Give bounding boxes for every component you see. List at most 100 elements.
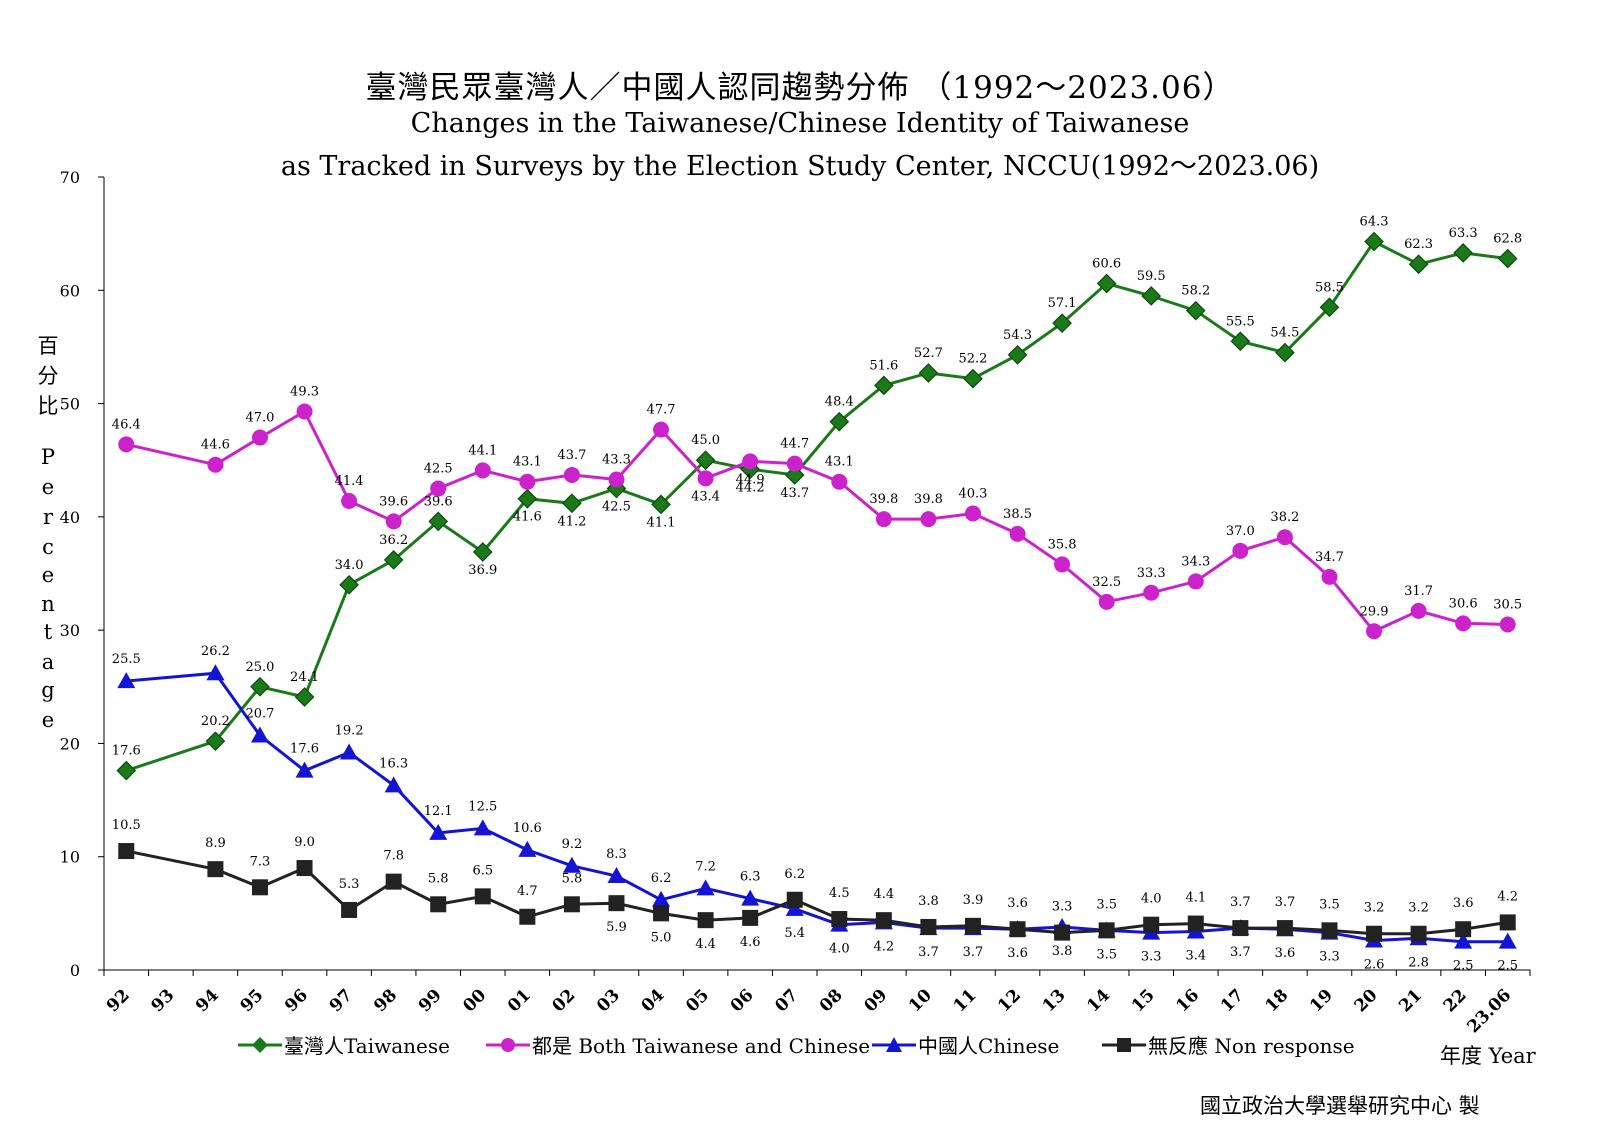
data-point — [339, 574, 359, 595]
data-label: 4.7 — [517, 884, 538, 899]
data-label: 3.6 — [1453, 896, 1474, 911]
x-tick-label: 94 — [192, 985, 223, 1016]
data-label: 54.3 — [1003, 328, 1032, 343]
data-point — [473, 819, 492, 836]
y-tick-label: 20 — [60, 734, 80, 753]
x-axis-title: 年度 Year — [1440, 1044, 1536, 1068]
data-point — [1187, 573, 1204, 590]
data-point — [1187, 915, 1204, 932]
data-point — [428, 511, 449, 532]
data-label: 6.2 — [784, 867, 805, 882]
data-label: 12.5 — [468, 799, 497, 814]
data-label: 9.0 — [294, 835, 315, 850]
data-label: 3.4 — [1185, 948, 1206, 963]
data-label: 42.5 — [602, 500, 631, 515]
x-tick-label: 96 — [281, 985, 312, 1016]
data-point — [1366, 623, 1383, 640]
data-point — [653, 905, 670, 922]
data-label: 38.5 — [1003, 507, 1032, 522]
data-point — [1455, 615, 1472, 632]
data-label: 3.7 — [1275, 895, 1296, 910]
data-point — [1453, 243, 1474, 263]
x-tick-label: 97 — [326, 985, 357, 1016]
data-point — [1408, 254, 1429, 275]
data-point — [1232, 542, 1249, 559]
data-point — [1054, 556, 1071, 573]
data-label: 30.5 — [1493, 597, 1522, 612]
data-label: 2.5 — [1453, 959, 1474, 974]
x-tick-label: 10 — [905, 985, 936, 1016]
data-label: 43.1 — [825, 455, 854, 470]
data-label: 47.0 — [245, 411, 274, 426]
y-axis-label-char: r — [42, 505, 54, 529]
data-point — [873, 375, 894, 396]
data-label: 54.5 — [1270, 326, 1299, 341]
series-line — [125, 409, 1508, 634]
x-tick-label: 13 — [1039, 985, 1070, 1016]
data-label: 39.8 — [914, 492, 943, 507]
data-point — [430, 480, 447, 497]
data-point — [207, 861, 224, 878]
data-label: 39.8 — [869, 492, 898, 507]
x-tick-label: 22 — [1440, 985, 1471, 1016]
data-label: 6.2 — [651, 871, 672, 886]
data-label: 3.6 — [1007, 946, 1028, 961]
x-tick-label: 14 — [1083, 985, 1114, 1016]
data-point — [964, 917, 981, 934]
data-point — [784, 465, 805, 485]
data-label: 52.7 — [914, 346, 943, 361]
data-point — [1455, 921, 1472, 938]
data-point — [1007, 345, 1028, 365]
data-label: 9.2 — [562, 837, 583, 852]
legend-swatch — [872, 1036, 916, 1052]
data-label: 7.3 — [250, 854, 271, 869]
data-point — [608, 895, 625, 912]
data-point — [1096, 273, 1117, 294]
chart-title-english-line2: as Tracked in Surveys by the Election St… — [280, 151, 1320, 182]
y-tick-label: 10 — [60, 848, 80, 867]
data-point — [875, 912, 892, 929]
data-label: 51.6 — [869, 358, 898, 373]
data-point — [116, 760, 137, 781]
data-point — [1276, 920, 1293, 937]
data-point — [1410, 602, 1427, 619]
data-point — [1143, 916, 1160, 933]
data-label: 7.2 — [695, 859, 716, 874]
data-label: 29.9 — [1360, 604, 1389, 619]
data-point — [250, 726, 269, 743]
data-label: 25.5 — [112, 652, 141, 667]
data-label: 44.6 — [201, 438, 230, 453]
data-point — [918, 363, 939, 383]
data-label: 52.2 — [958, 352, 987, 367]
series-line — [126, 671, 1508, 944]
data-label: 40.3 — [958, 486, 987, 501]
data-point — [474, 888, 491, 905]
x-tick-label: 05 — [682, 985, 713, 1016]
data-point — [562, 493, 582, 514]
data-label: 43.7 — [780, 486, 809, 501]
data-label: 3.5 — [1096, 897, 1117, 912]
data-label: 36.2 — [379, 533, 408, 548]
data-label: 48.4 — [825, 395, 854, 410]
data-point — [1499, 914, 1516, 931]
legend-item: 臺灣人Taiwanese — [236, 1030, 450, 1059]
data-label: 31.7 — [1404, 584, 1433, 599]
data-point — [1410, 925, 1427, 942]
data-point — [519, 908, 536, 925]
data-label: 3.5 — [1096, 947, 1117, 962]
data-label: 57.1 — [1048, 296, 1077, 311]
data-point — [296, 403, 313, 420]
x-tick-label: 19 — [1306, 985, 1337, 1016]
data-label: 60.6 — [1092, 256, 1121, 271]
data-label: 20.7 — [245, 706, 274, 721]
x-tick-label: 93 — [147, 985, 178, 1016]
y-axis-label-char: 分 — [37, 364, 59, 388]
data-label: 17.6 — [112, 744, 141, 759]
legend-label: 都是 Both Taiwanese and Chinese — [532, 1034, 871, 1058]
y-axis-label-char: a — [41, 650, 55, 674]
data-label: 45.0 — [691, 433, 720, 448]
data-label: 4.0 — [829, 942, 850, 957]
data-label: 4.2 — [1497, 889, 1518, 904]
data-label: 8.9 — [205, 836, 226, 851]
